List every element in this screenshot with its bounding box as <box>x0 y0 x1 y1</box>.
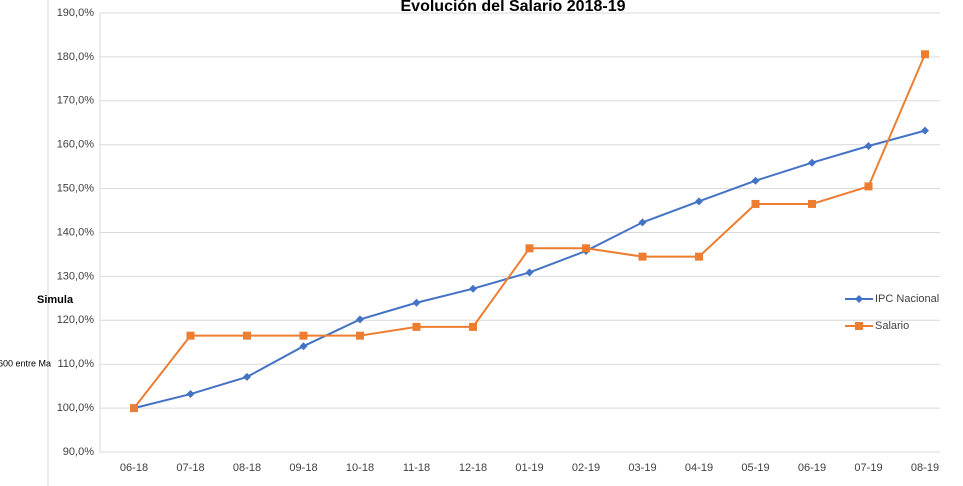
data-point <box>299 331 308 340</box>
x-tick-label: 06-19 <box>798 462 826 474</box>
data-point <box>130 404 138 413</box>
data-point <box>356 315 364 324</box>
x-tick-label: 12-18 <box>459 462 487 474</box>
series-line <box>133 53 926 409</box>
data-point <box>243 372 251 381</box>
x-tick-label: 07-18 <box>176 462 204 474</box>
data-point <box>638 252 647 261</box>
x-tick-label: 07-19 <box>854 462 882 474</box>
y-tick-label: 180,0% <box>57 51 95 63</box>
y-tick-label: 150,0% <box>57 183 95 195</box>
data-point <box>808 199 816 208</box>
data-point <box>751 199 760 208</box>
x-tick-label: 01-19 <box>515 462 543 474</box>
y-tick-label: 160,0% <box>57 139 95 151</box>
data-point <box>469 322 477 331</box>
x-tick-label: 09-18 <box>289 462 317 474</box>
data-point <box>299 342 308 351</box>
x-tick-label: 02-19 <box>572 462 600 474</box>
data-point <box>525 244 534 253</box>
legend-label: IPC Nacional <box>875 293 939 305</box>
data-point <box>695 252 703 261</box>
y-tick-label: 120,0% <box>57 314 95 326</box>
data-point <box>412 298 421 307</box>
data-point <box>921 50 929 59</box>
x-tick-label: 05-19 <box>741 462 769 474</box>
data-point <box>695 197 703 206</box>
data-point <box>808 158 816 167</box>
data-point <box>186 390 195 399</box>
data-point <box>356 331 364 340</box>
sheet-subtext: 600 entre Ma <box>0 358 51 368</box>
y-tick-label: 130,0% <box>57 270 95 282</box>
y-tick-label: 100,0% <box>57 402 95 414</box>
data-point <box>864 142 873 151</box>
x-tick-label: 08-19 <box>911 462 939 474</box>
data-point <box>186 331 195 340</box>
y-tick-label: 110,0% <box>58 358 95 370</box>
data-point <box>582 244 590 253</box>
x-tick-label: 08-18 <box>233 462 261 474</box>
data-point <box>864 182 873 191</box>
data-point <box>243 331 251 340</box>
legend-label: Salario <box>875 320 909 332</box>
data-point <box>412 322 421 331</box>
chart-title: Evolución del Salario 2018-19 <box>401 0 626 15</box>
y-tick-label: 140,0% <box>57 226 95 238</box>
data-point <box>638 218 647 227</box>
legend-marker <box>855 295 863 303</box>
data-point <box>469 284 477 293</box>
sheet-text: Simula <box>37 294 74 306</box>
y-tick-label: 190,0% <box>57 7 95 19</box>
x-tick-label: 06-18 <box>120 462 148 474</box>
data-point <box>751 176 760 185</box>
y-tick-label: 90,0% <box>63 446 94 458</box>
legend-marker <box>855 322 863 330</box>
data-point <box>921 126 929 135</box>
x-tick-label: 11-18 <box>403 462 430 474</box>
data-point <box>525 268 534 277</box>
x-tick-label: 04-19 <box>685 462 713 474</box>
y-tick-label: 170,0% <box>57 95 95 107</box>
x-tick-label: 03-19 <box>628 462 656 474</box>
x-tick-label: 10-18 <box>346 462 374 474</box>
